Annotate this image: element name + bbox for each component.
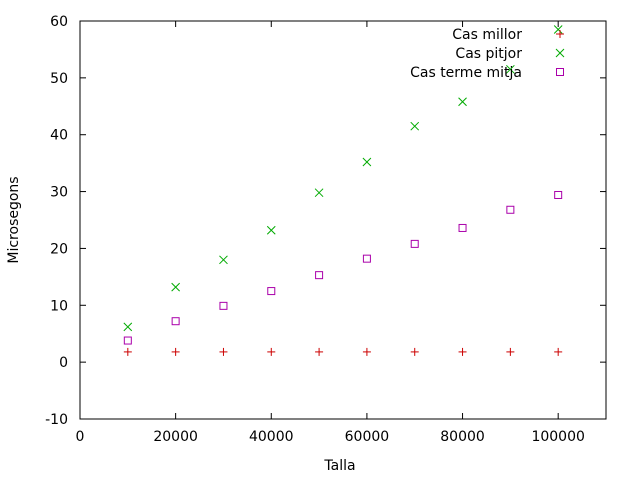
x-axis-label: Talla (323, 458, 355, 474)
data-point (362, 157, 372, 167)
data-point (554, 190, 563, 199)
data-points (123, 25, 563, 356)
data-point (458, 97, 467, 107)
data-point (219, 301, 228, 310)
data-point (458, 347, 467, 356)
data-point (123, 336, 132, 345)
series-0 (123, 347, 563, 356)
data-point (410, 347, 419, 356)
x-tick-label: 60000 (345, 429, 390, 445)
data-point (315, 271, 324, 280)
y-tick-label: 50 (50, 71, 68, 87)
data-point (315, 347, 324, 356)
data-point (171, 347, 180, 356)
data-point (554, 347, 563, 356)
data-point (171, 282, 180, 292)
data-point (506, 205, 515, 214)
legend-label: Cas millor (452, 27, 522, 43)
data-point (267, 287, 276, 296)
y-tick-label: 10 (50, 298, 68, 314)
data-point (219, 255, 228, 265)
data-point (410, 121, 420, 131)
legend-label: Cas terme mitja (410, 65, 522, 81)
data-point (123, 322, 133, 332)
y-tick-label: 60 (50, 14, 68, 30)
series-2 (123, 190, 563, 345)
x-tick-label: 0 (76, 429, 85, 445)
y-tick-label: 20 (50, 241, 68, 257)
data-point (506, 64, 515, 74)
data-point (410, 239, 419, 248)
data-point (267, 347, 276, 356)
legend-marker (556, 30, 564, 38)
data-point (458, 223, 467, 232)
data-point (266, 225, 276, 235)
legend-marker (555, 48, 565, 58)
data-point (123, 347, 132, 356)
data-point (362, 347, 371, 356)
x-tick-label: 40000 (249, 429, 294, 445)
data-point (506, 347, 515, 356)
legend-label: Cas pitjor (455, 46, 522, 62)
y-axis-label: Microsegons (6, 176, 22, 263)
x-axis: 0 20000 40000 60000 80000 100000 (76, 21, 585, 445)
data-point (362, 254, 371, 263)
y-tick-label: -10 (45, 412, 68, 428)
data-point (171, 317, 180, 326)
y-axis: -10 0 10 20 30 40 50 60 (45, 14, 606, 428)
data-point (219, 347, 228, 356)
data-point (314, 188, 324, 198)
x-tick-label: 100000 (531, 429, 584, 445)
plot-area-frame (79, 20, 607, 420)
series-1 (123, 25, 563, 332)
legend-marker (556, 68, 564, 76)
y-tick-label: 0 (59, 355, 68, 371)
x-tick-label: 20000 (153, 429, 198, 445)
y-tick-label: 30 (50, 185, 68, 201)
x-tick-label: 80000 (440, 429, 485, 445)
y-tick-label: 40 (50, 128, 68, 144)
legend: Cas millor Cas pitjor Cas terme mitja (410, 27, 565, 81)
data-point (553, 25, 563, 34)
